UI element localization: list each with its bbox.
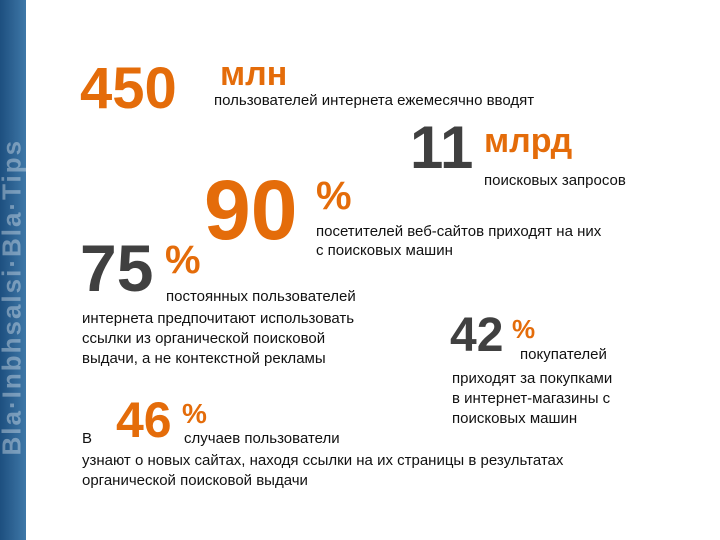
stat-46-prefix: В (82, 430, 93, 447)
stat-90-text-line-2: с поисковых машин (316, 242, 453, 259)
stat-90-number: 90 (204, 163, 298, 257)
stat-46-text-line-2: узнают о новых сайтах, находя ссылки на … (82, 452, 564, 469)
stat-75-text-line-3: ссылки из органической поисковой (82, 330, 326, 347)
stat-42-unit: % (512, 314, 536, 344)
stat-42-text-line-2: приходят за покупками (452, 370, 613, 387)
stat-75-text-line-4: выдачи, а не контекстной рекламы (82, 350, 326, 367)
stat-75-unit: % (165, 238, 201, 282)
stat-75-number: 75 (80, 231, 154, 305)
stat-450-number: 450 (80, 56, 177, 121)
decorative-side-stripe: Bla·Inbhsalsi·Bla·Tips (0, 0, 27, 540)
stat-90-text-line-1: посетителей веб-сайтов приходят на них (316, 223, 602, 240)
stat-450-unit: млн (220, 55, 288, 93)
stat-46-number: 46 (116, 392, 172, 448)
stat-11-number: 11 (410, 114, 474, 181)
stat-46-text-line-3: органической поисковой выдачи (82, 472, 308, 489)
stat-46-text-line-1: случаев пользователи (184, 430, 340, 447)
stat-75-text-line-1: постоянных пользователей (166, 288, 356, 305)
stat-75-text-line-2: интернета предпочитают использовать (82, 310, 355, 327)
stat-42-text-line-3: в интернет-магазины с (452, 390, 611, 407)
stat-42-text-line-1: покупателей (520, 346, 607, 363)
stat-46-unit: % (182, 398, 207, 429)
stat-11-text: поисковых запросов (484, 172, 626, 189)
stat-90-unit: % (316, 174, 352, 218)
decorative-stripe-lettering: Bla·Inbhsalsi·Bla·Tips (0, 138, 27, 456)
stat-11-unit: млрд (484, 122, 573, 160)
stat-42-number: 42 (450, 309, 504, 362)
stat-450-text: пользователей интернета ежемесячно вводя… (214, 92, 535, 109)
stat-42-text-line-4: поисковых машин (452, 410, 578, 427)
